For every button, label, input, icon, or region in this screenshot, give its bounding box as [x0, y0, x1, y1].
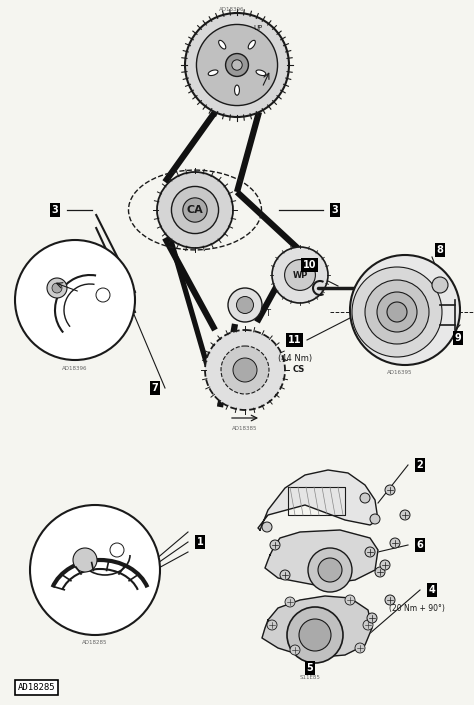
Text: UP: UP — [253, 25, 263, 30]
Text: (20 Nm + 90°): (20 Nm + 90°) — [389, 604, 445, 613]
Circle shape — [299, 619, 331, 651]
Circle shape — [355, 643, 365, 653]
Circle shape — [365, 547, 375, 557]
Ellipse shape — [248, 40, 255, 49]
Circle shape — [52, 283, 62, 293]
Text: WP: WP — [292, 271, 308, 279]
Text: AD18385: AD18385 — [232, 426, 258, 431]
Text: CS: CS — [293, 365, 305, 374]
Circle shape — [221, 346, 269, 394]
Ellipse shape — [256, 70, 266, 75]
Circle shape — [270, 540, 280, 550]
Circle shape — [233, 358, 257, 382]
Circle shape — [390, 538, 400, 548]
Circle shape — [185, 13, 289, 117]
Text: 3: 3 — [332, 205, 338, 215]
Circle shape — [205, 330, 285, 410]
Circle shape — [345, 595, 355, 605]
Text: (44 Nm): (44 Nm) — [278, 354, 312, 363]
Circle shape — [385, 485, 395, 495]
Circle shape — [15, 240, 135, 360]
Text: 5: 5 — [307, 663, 313, 673]
Text: 1: 1 — [197, 537, 203, 547]
Circle shape — [290, 645, 300, 655]
Circle shape — [96, 288, 110, 302]
Text: 3: 3 — [52, 205, 58, 215]
Circle shape — [287, 607, 343, 663]
Circle shape — [365, 280, 429, 344]
Circle shape — [262, 522, 272, 532]
Text: 9: 9 — [455, 333, 461, 343]
Circle shape — [232, 60, 242, 70]
Text: AD18285: AD18285 — [18, 683, 55, 692]
Polygon shape — [265, 530, 378, 585]
Text: 11: 11 — [288, 335, 302, 345]
Text: AD18396: AD18396 — [219, 7, 245, 12]
Circle shape — [363, 620, 373, 630]
Text: S11E85: S11E85 — [300, 675, 320, 680]
Circle shape — [375, 567, 385, 577]
Circle shape — [172, 186, 219, 233]
Text: 6: 6 — [417, 540, 423, 550]
Circle shape — [272, 247, 328, 303]
Text: AD18285: AD18285 — [82, 640, 108, 645]
Text: CA: CA — [187, 205, 203, 215]
Circle shape — [157, 172, 233, 248]
Circle shape — [370, 514, 380, 524]
Circle shape — [267, 620, 277, 630]
Circle shape — [360, 493, 370, 503]
Circle shape — [30, 505, 160, 635]
Circle shape — [47, 278, 67, 298]
Polygon shape — [262, 596, 372, 658]
Circle shape — [432, 277, 448, 293]
Circle shape — [183, 198, 207, 222]
Text: 2: 2 — [417, 460, 423, 470]
Text: T: T — [264, 309, 270, 318]
Circle shape — [387, 302, 407, 322]
Text: 10: 10 — [303, 260, 317, 270]
Circle shape — [73, 548, 97, 572]
Circle shape — [110, 543, 124, 557]
Circle shape — [228, 288, 262, 322]
Circle shape — [400, 510, 410, 520]
Circle shape — [308, 548, 352, 592]
Circle shape — [196, 25, 278, 106]
Text: AD18396: AD18396 — [62, 366, 88, 371]
Circle shape — [226, 54, 248, 76]
Circle shape — [280, 570, 290, 580]
Circle shape — [284, 259, 315, 290]
Text: 4: 4 — [428, 585, 436, 595]
Circle shape — [318, 558, 342, 582]
Ellipse shape — [219, 40, 226, 49]
Circle shape — [237, 297, 254, 314]
Polygon shape — [258, 470, 378, 530]
Circle shape — [380, 560, 390, 570]
Circle shape — [352, 267, 442, 357]
Circle shape — [377, 292, 417, 332]
Circle shape — [285, 597, 295, 607]
Text: AD16395: AD16395 — [387, 370, 413, 375]
Circle shape — [367, 613, 377, 623]
Ellipse shape — [235, 85, 239, 95]
Text: 7: 7 — [152, 383, 158, 393]
Circle shape — [350, 255, 460, 365]
Text: 8: 8 — [437, 245, 444, 255]
Circle shape — [385, 595, 395, 605]
Ellipse shape — [208, 70, 218, 75]
